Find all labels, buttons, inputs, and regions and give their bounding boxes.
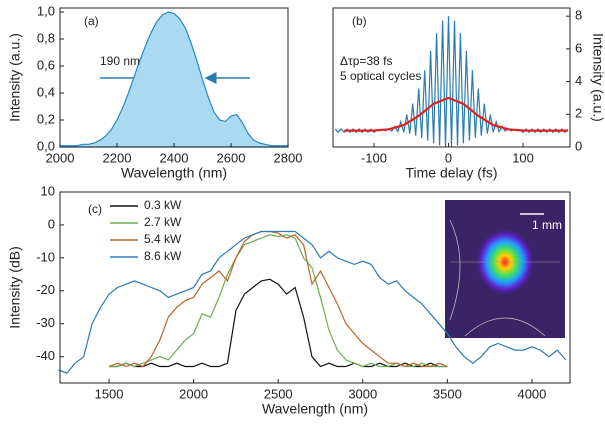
y-tick-label: -40	[36, 348, 55, 363]
x-tick-label: -100	[361, 150, 387, 165]
x-tick-label: 3000	[348, 386, 377, 401]
y-tick-label: 0	[48, 216, 55, 231]
plot-frame	[59, 191, 571, 384]
x-axis-title: Wavelength (nm)	[262, 401, 368, 417]
legend-label: 8.6 kW	[144, 249, 182, 263]
legend-label: 5.4 kW	[144, 232, 182, 246]
x-tick-label: 0	[445, 150, 452, 165]
legend-label: 2.7 kW	[144, 215, 182, 229]
annotation: 190 nm	[100, 54, 140, 68]
y-tick-label: -20	[36, 282, 55, 297]
line	[344, 96, 568, 132]
y-tick-label: 0,0	[37, 138, 55, 153]
line	[109, 278, 448, 368]
y-tick-label: 1,0	[37, 3, 55, 18]
annotation: (b)	[352, 14, 367, 28]
y-tick-label: 0,4	[37, 84, 55, 99]
y-tick-label: -30	[36, 315, 55, 330]
annotation: Δτp=38 fs	[340, 54, 392, 68]
x-tick-label: 4000	[517, 386, 546, 401]
annotation: (c)	[88, 202, 102, 216]
plot-frame	[332, 7, 571, 148]
x-tick-label: 2400	[160, 150, 189, 165]
x-tick-label: 100	[512, 150, 534, 165]
y-tick-label: 0,6	[37, 57, 55, 72]
area	[59, 11, 289, 148]
x-tick-label: 2000	[46, 150, 75, 165]
y-axis-title: Intensity (a.u.)	[7, 33, 23, 122]
y-axis-title: Intensity (a.u.)	[590, 33, 605, 122]
y-tick-label: 4	[575, 73, 582, 88]
x-axis-title: Wavelength (nm)	[121, 165, 227, 181]
line	[58, 230, 567, 374]
y-tick-label: -10	[36, 249, 55, 264]
x-tick-label: 2000	[179, 386, 208, 401]
inset-image	[445, 200, 565, 338]
annotation: (a)	[84, 14, 99, 28]
x-tick-label: 2500	[264, 386, 293, 401]
annotation: 1 mm	[532, 218, 562, 232]
y-tick-label: 10	[41, 183, 55, 198]
line	[109, 234, 448, 368]
y-tick-label: 0,2	[37, 111, 55, 126]
y-tick-label: 8	[575, 8, 582, 23]
line	[108, 230, 448, 368]
x-tick-label: 1500	[95, 386, 124, 401]
x-tick-label: 2800	[274, 150, 303, 165]
x-axis-title: Time delay (fs)	[405, 165, 497, 181]
x-tick-label: 2600	[217, 150, 246, 165]
y-tick-label: 2	[575, 106, 582, 121]
x-tick-label: 2200	[103, 150, 132, 165]
legend-label: 0.3 kW	[144, 198, 182, 212]
y-tick-label: 0,8	[37, 30, 55, 45]
x-tick-label: 3500	[433, 386, 462, 401]
annotation: 5 optical cycles	[340, 69, 421, 83]
y-axis-title: Intensity (dB)	[7, 246, 23, 328]
y-tick-label: 0	[575, 138, 582, 153]
y-tick-label: 6	[575, 40, 582, 55]
